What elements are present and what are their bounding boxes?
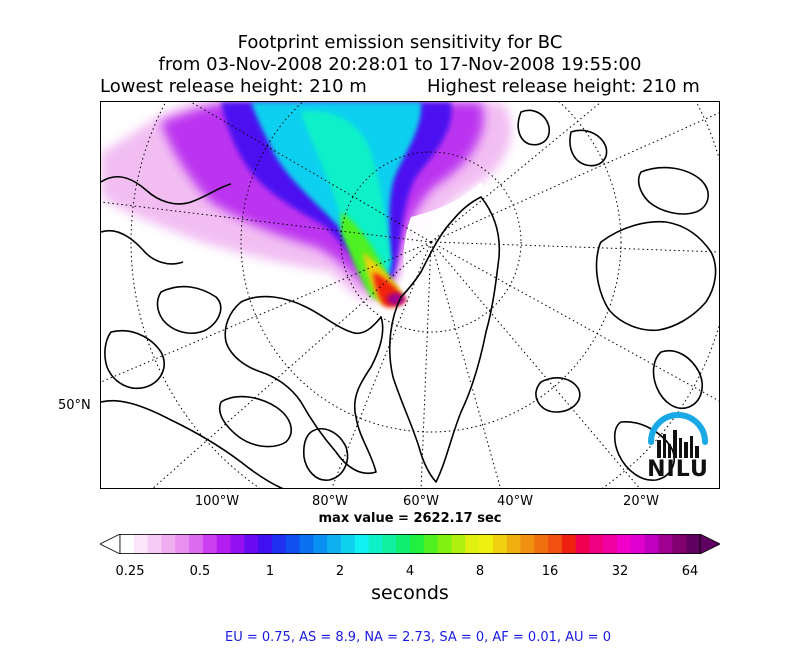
nilu-logo-text: NILU: [647, 457, 709, 482]
colorbar-swatch: [244, 534, 259, 554]
colorbar-swatch: [230, 534, 245, 554]
colorbar-swatch: [354, 534, 370, 554]
colorbar-swatch: [327, 534, 342, 554]
nilu-arc-icon: [648, 412, 708, 458]
colorbar-swatch: [189, 534, 204, 554]
lowest-release-height: Lowest release height: 210 m: [100, 76, 367, 97]
colorbar-swatch: [147, 534, 162, 554]
colorbar-tick: 32: [611, 564, 629, 579]
colorbar-swatch: [451, 534, 466, 554]
highest-release-height: Highest release height: 210 m: [427, 76, 700, 97]
colorbar-swatch: [382, 534, 397, 554]
colorbar-swatch: [423, 534, 439, 554]
colorbar-tick: 0.5: [189, 564, 211, 579]
colorbar-swatch: [313, 534, 328, 554]
map-canvas: [101, 102, 719, 488]
colorbar-swatch: [120, 534, 135, 554]
colorbar-swatch: [617, 534, 632, 554]
colorbar-extend-high: [699, 534, 720, 554]
footprint-map: [100, 101, 720, 489]
title-line-2: from 03-Nov-2008 20:28:01 to 17-Nov-2008…: [158, 54, 642, 75]
colorbar-swatch: [368, 534, 383, 554]
colorbar-swatch: [686, 534, 701, 554]
colorbar-tick: 8: [475, 564, 485, 579]
colorbar-swatch: [133, 534, 149, 554]
colorbar-swatch: [216, 534, 231, 554]
region-contributions: EU = 0.75, AS = 8.9, NA = 2.73, SA = 0, …: [225, 630, 611, 645]
colorbar-swatch: [506, 534, 521, 554]
colorbar-tick: 16: [541, 564, 559, 579]
colorbar-swatch: [672, 534, 687, 554]
colorbar-swatch: [479, 534, 494, 554]
colorbar-swatch: [548, 534, 563, 554]
colorbar-swatch: [658, 534, 673, 554]
colorbar-swatch: [285, 534, 301, 554]
colorbar-swatch: [202, 534, 218, 554]
coastlines: [101, 109, 717, 488]
greenland-interior: [403, 182, 493, 304]
colorbar-label: seconds: [371, 582, 449, 604]
colorbar-swatch: [492, 534, 508, 554]
colorbar-swatch: [603, 534, 618, 554]
colorbar-swatch: [437, 534, 452, 554]
colorbar-tick: 2: [335, 564, 345, 579]
colorbar-tick: 4: [405, 564, 415, 579]
x-tick: 40°W: [497, 494, 533, 509]
colorbar-tick: 1: [265, 564, 275, 579]
colorbar-swatch: [340, 534, 356, 554]
colorbar-swatch: [396, 534, 411, 554]
colorbar-swatch: [630, 534, 646, 554]
colorbar-frame: [119, 534, 701, 554]
colorbar-swatch: [410, 534, 425, 554]
colorbar-swatch: [465, 534, 480, 554]
x-tick: 60°W: [403, 494, 439, 509]
colorbar-swatch: [534, 534, 549, 554]
colorbar: [100, 534, 720, 554]
nilu-logo-mark: NILU: [645, 412, 711, 482]
x-tick: 20°W: [623, 494, 659, 509]
graticule: [101, 102, 719, 488]
x-tick: 80°W: [312, 494, 348, 509]
colorbar-extend-low: [100, 534, 121, 554]
max-value-label: max value = 2622.17 sec: [318, 511, 502, 526]
title-line-1: Footprint emission sensitivity for BC: [237, 32, 563, 53]
colorbar-tick: 0.25: [115, 564, 145, 579]
y-tick: 50°N: [58, 398, 91, 413]
colorbar-swatch: [161, 534, 176, 554]
colorbar-swatch: [589, 534, 604, 554]
colorbar-swatch: [561, 534, 577, 554]
colorbar-swatch: [175, 534, 190, 554]
colorbar-swatch: [258, 534, 273, 554]
colorbar-tick: 64: [681, 564, 699, 579]
colorbar-swatch: [271, 534, 287, 554]
x-tick: 100°W: [194, 494, 240, 509]
colorbar-swatch: [644, 534, 660, 554]
colorbar-swatch: [520, 534, 535, 554]
colorbar-swatch: [575, 534, 591, 554]
colorbar-swatch: [299, 534, 314, 554]
